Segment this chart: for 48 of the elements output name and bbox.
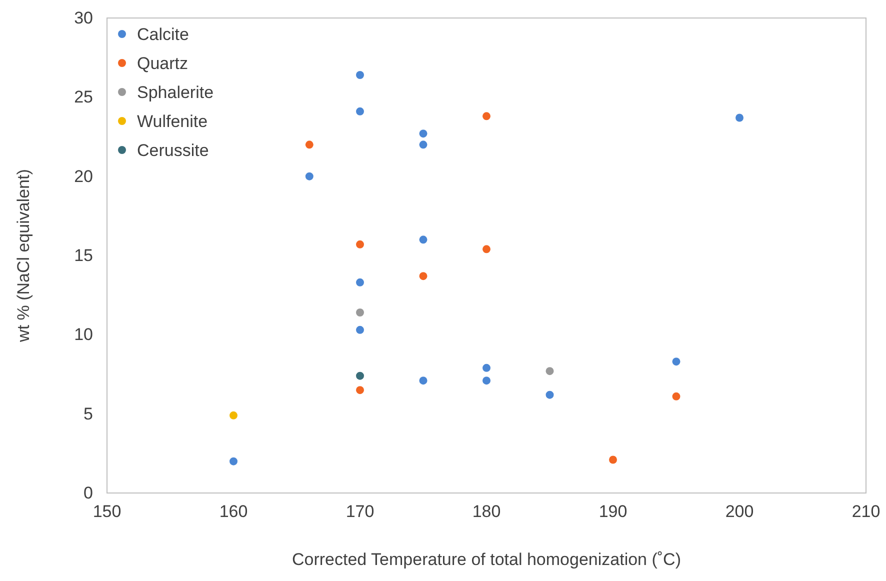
point <box>230 411 238 420</box>
point <box>482 112 490 120</box>
legend-label: Sphalerite <box>137 83 214 102</box>
y-tick-label: 30 <box>74 8 93 28</box>
point <box>305 140 314 149</box>
point <box>482 245 490 254</box>
point <box>356 308 364 316</box>
point <box>419 376 428 385</box>
x-tick-label: 200 <box>725 502 754 522</box>
point <box>419 236 428 244</box>
x-tick-label: 150 <box>92 502 122 522</box>
point <box>419 130 428 138</box>
point <box>356 107 364 116</box>
point <box>356 372 364 380</box>
x-axis-title: Corrected Temperature of total homogenization (˚C) <box>292 550 681 569</box>
point <box>546 390 554 399</box>
x-tick-label: 160 <box>219 502 248 522</box>
y-tick-label: 0 <box>84 483 93 502</box>
point <box>736 114 744 122</box>
point <box>609 456 617 464</box>
point <box>419 140 428 149</box>
y-tick-label: 20 <box>74 166 93 186</box>
point <box>482 364 490 372</box>
point <box>230 457 238 466</box>
legend-label: Calcite <box>137 25 189 44</box>
x-tick-label: 170 <box>346 502 374 522</box>
point <box>672 392 680 400</box>
point <box>356 326 364 334</box>
y-axis-title: wt % (NaCl equivalent) <box>14 169 33 343</box>
legend-label: Quartz <box>137 54 188 73</box>
y-tick-label: 5 <box>84 404 93 424</box>
x-tick-label: 190 <box>598 502 628 522</box>
point <box>356 240 364 248</box>
point <box>672 358 680 366</box>
point <box>482 376 490 385</box>
x-tick-label: 210 <box>852 502 880 522</box>
y-tick-label: 25 <box>74 88 93 107</box>
point <box>356 278 364 286</box>
legend-label: Cerussite <box>137 141 209 160</box>
point <box>419 272 428 280</box>
y-tick-label: 10 <box>74 325 93 344</box>
point <box>546 367 554 376</box>
point <box>305 172 314 180</box>
legend-label: Wulfenite <box>137 112 208 131</box>
y-tick-label: 15 <box>74 246 93 265</box>
point <box>356 386 364 394</box>
x-tick-label: 180 <box>472 502 501 522</box>
point <box>356 71 364 79</box>
